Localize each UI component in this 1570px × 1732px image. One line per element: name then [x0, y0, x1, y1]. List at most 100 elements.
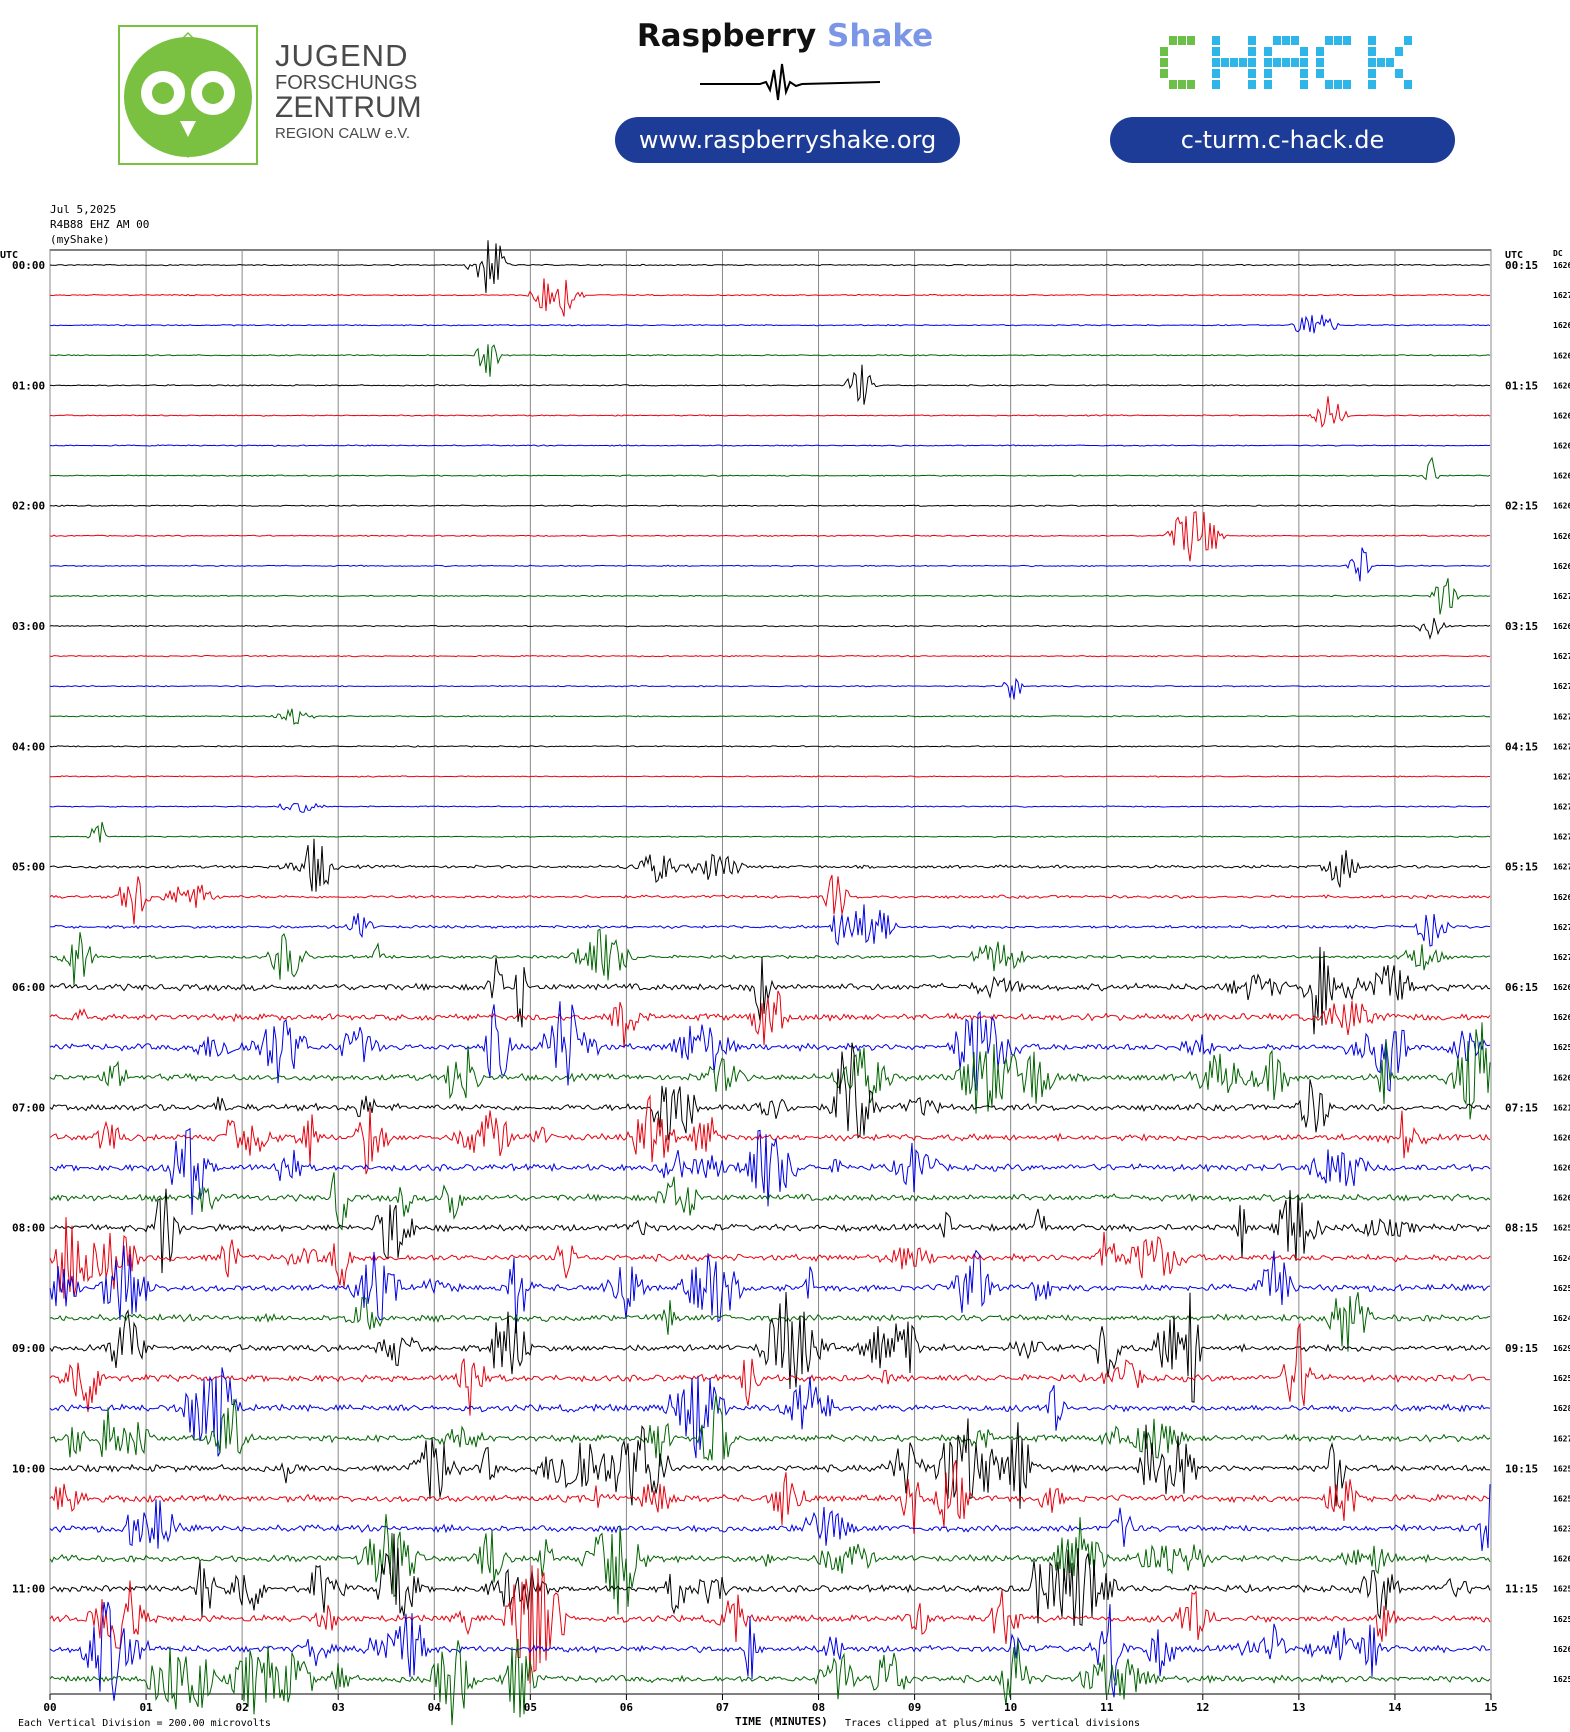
chack-logo-pixel [1187, 36, 1195, 45]
raspberry-shake-logo: Raspberry Shake [620, 18, 950, 54]
dc-offset-label: 16272 [1553, 923, 1570, 932]
dc-offset-label: 16259 [1553, 1464, 1570, 1473]
trace-line [49, 396, 1491, 428]
left-time-label: 06:00 [12, 981, 45, 994]
dc-offset-label: 16285 [1553, 1404, 1570, 1413]
chack-logo-pixel [1169, 36, 1177, 45]
chack-logo-pixel [1334, 36, 1342, 45]
trace-line [49, 1188, 1491, 1274]
right-time-label: 06:15 [1505, 981, 1538, 994]
right-time-label: 11:15 [1505, 1583, 1538, 1596]
dc-offset-label: 16272 [1553, 742, 1570, 751]
x-tick-label: 02 [236, 1701, 249, 1714]
dc-offset-label: 16267 [1553, 261, 1570, 270]
trace-line [50, 504, 1491, 507]
chack-logo-pixel [1291, 36, 1299, 45]
dc-offset-label: 16268 [1553, 472, 1570, 481]
trace-line [50, 344, 1491, 377]
trace-line [49, 278, 1491, 317]
chack-logo-pixel [1343, 80, 1351, 89]
dc-offset-label: 16255 [1553, 1585, 1570, 1594]
trace-line [49, 1001, 1491, 1092]
jfz-line-4: REGION CALW e.V. [275, 125, 411, 142]
left-time-label: 09:00 [12, 1342, 45, 1355]
dc-offset-label: 16219 [1553, 1103, 1570, 1112]
dc-offset-label: 16272 [1553, 803, 1570, 812]
chack-logo-pixel [1368, 69, 1376, 78]
trace-line [49, 1042, 1491, 1141]
trace-line [49, 946, 1491, 1035]
left-time-label: 10:00 [12, 1462, 45, 1475]
chack-logo-pixel [1264, 80, 1272, 89]
chack-logo-pixel [1212, 58, 1220, 67]
x-tick-label: 04 [428, 1701, 442, 1714]
chack-logo-pixel [1404, 36, 1412, 45]
chack-logo-pixel [1160, 69, 1168, 78]
trace-layer [49, 240, 1491, 1726]
trace-line [49, 904, 1491, 947]
right-axis-label: UTC [1505, 250, 1523, 261]
jfz-line-2: FORSCHUNGS [275, 72, 418, 94]
chack-logo-pixel [1386, 58, 1394, 67]
chack-logo-pixel [1316, 58, 1324, 67]
chack-logo-pixel [1300, 80, 1308, 89]
left-time-label: 02:00 [12, 500, 45, 513]
left-time-label: 11:00 [12, 1583, 45, 1596]
x-tick-label: 15 [1484, 1701, 1497, 1714]
chack-logo-pixel [1230, 58, 1238, 67]
trace-line [49, 708, 1491, 725]
chack-logo-pixel [1239, 58, 1247, 67]
right-time-label: 04:15 [1505, 740, 1538, 753]
trace-line [49, 1172, 1491, 1231]
jfz-line-3: ZENTRUM [275, 91, 422, 124]
right-time-label: 02:15 [1505, 500, 1538, 513]
dc-offset-label: 16257 [1553, 1284, 1570, 1293]
left-time-label: 08:00 [12, 1222, 45, 1235]
x-tick-label: 01 [139, 1701, 153, 1714]
chack-logo-pixel [1343, 36, 1351, 45]
chack-url-link[interactable]: c-turm.c-hack.de [1110, 117, 1455, 163]
trace-line [49, 677, 1491, 700]
trace-line [49, 745, 1491, 748]
record-date: Jul 5,2025 [50, 203, 117, 216]
dc-offset-label: 16264 [1553, 1555, 1570, 1564]
dc-offset-label: 16266 [1553, 411, 1570, 420]
dc-offset-label: 16259 [1553, 1224, 1570, 1233]
trace-line [49, 1514, 1491, 1615]
trace-line [49, 314, 1491, 334]
raspberryshake-url-link[interactable]: www.raspberryshake.org [615, 117, 960, 163]
dc-offset-label: 16269 [1553, 983, 1570, 992]
chack-logo-pixel [1178, 80, 1186, 89]
chack-logo-pixel [1300, 58, 1308, 67]
dc-offset-label: 16268 [1553, 1645, 1570, 1654]
chack-logo-pixel [1248, 47, 1256, 56]
right-time-label: 03:15 [1505, 620, 1538, 633]
chack-logo-pixel [1212, 36, 1220, 45]
chack-logo-pixel [1368, 47, 1376, 56]
chack-logo-pixel [1282, 36, 1290, 45]
trace-line [49, 511, 1491, 562]
right-time-label: 09:15 [1505, 1342, 1538, 1355]
right-time-label: 08:15 [1505, 1222, 1538, 1235]
dc-offset-label: 16238 [1553, 1525, 1570, 1534]
dc-offset-label: 16258 [1553, 1043, 1570, 1052]
dc-offset-label: 16259 [1553, 1374, 1570, 1383]
chack-logo-pixel [1273, 36, 1281, 45]
footer-scale-note: Each Vertical Division = 200.00 microvol… [18, 1718, 271, 1729]
trace-line [49, 578, 1491, 615]
chack-logo-pixel [1178, 36, 1186, 45]
raspberry-shake-title-2: Shake [827, 18, 934, 54]
trace-line [49, 1022, 1491, 1120]
trace-line [49, 444, 1491, 447]
trace-line [50, 364, 1491, 405]
trace-line [49, 1460, 1491, 1534]
right-time-label: 05:15 [1505, 861, 1538, 874]
trace-line [49, 1601, 1491, 1701]
